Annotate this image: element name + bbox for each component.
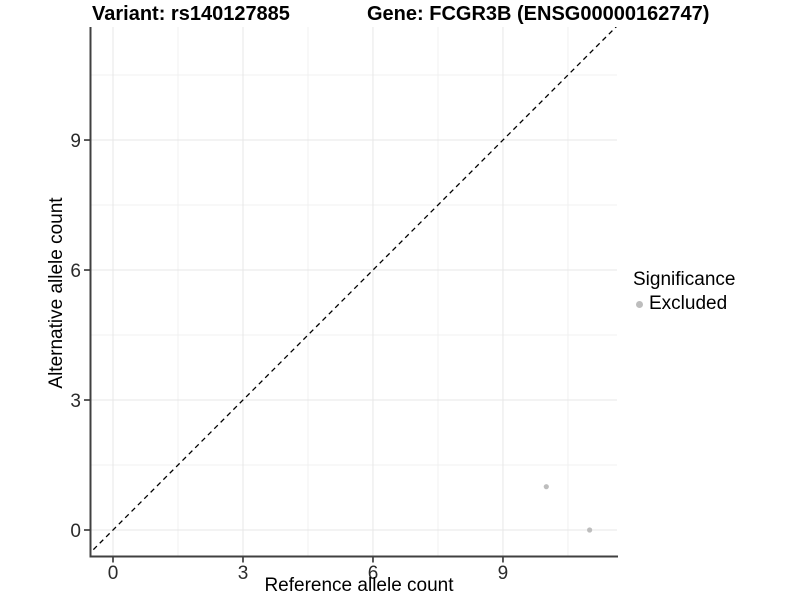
data-point-excluded [543,484,549,490]
legend-item-excluded: Excluded [633,293,735,315]
data-point-excluded [587,527,593,533]
gene-title: Gene: FCGR3B (ENSG00000162747) [367,3,710,25]
legend-item-label: Excluded [649,293,728,314]
x-tick-label: 9 [498,563,509,584]
legend-point-icon [636,300,643,308]
y-tick-label: 6 [70,261,81,282]
identity-reference-line [91,27,617,553]
x-tick-label: 3 [238,563,249,584]
y-axis-title: Alternative allele count [46,197,67,389]
x-tick-label: 0 [108,563,119,584]
legend: Significance Excluded [633,269,735,315]
y-tick-label: 0 [70,521,81,542]
y-tick-label: 3 [70,391,81,412]
x-axis-title: Reference allele count [264,575,454,596]
x-tick-label: 6 [368,563,379,584]
y-tick-label: 9 [70,131,81,152]
legend-items: Excluded [633,293,735,315]
legend-title: Significance [633,269,736,290]
variant-title: Variant: rs140127885 [92,3,290,25]
